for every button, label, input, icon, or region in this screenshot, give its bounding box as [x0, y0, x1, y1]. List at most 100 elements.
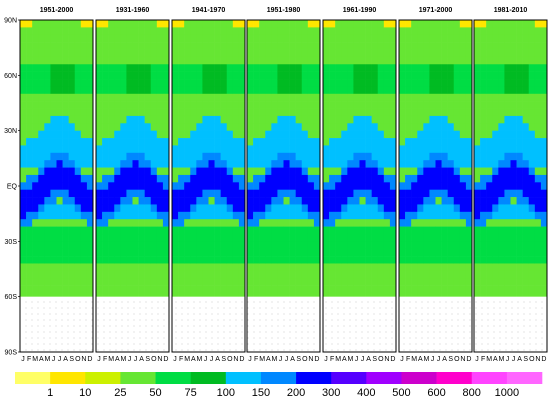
heatmap-cell [190, 93, 197, 102]
heatmap-cell [120, 197, 127, 205]
heatmap-cell [347, 278, 354, 286]
heatmap-cell [289, 204, 296, 213]
heatmap-cell [56, 138, 63, 146]
heatmap-cell [190, 27, 197, 36]
heatmap-cell [498, 204, 505, 213]
heatmap-cell [347, 34, 354, 43]
heatmap-cell [329, 130, 336, 139]
heatmap-cell [184, 93, 191, 102]
heatmap-cell [208, 278, 215, 286]
heatmap-cell [441, 123, 448, 131]
heatmap-cell [341, 123, 348, 131]
heatmap-cell [474, 20, 481, 28]
heatmap-cell [156, 108, 164, 117]
heatmap-cell [150, 27, 158, 36]
heatmap-cell [102, 278, 109, 286]
heatmap-cell [265, 219, 272, 227]
lat-tick-label: 30N [4, 128, 17, 135]
heatmap-cell [32, 130, 39, 139]
heatmap-cell [26, 34, 33, 43]
heatmap-cell [96, 241, 103, 250]
heatmap-cell [144, 152, 152, 161]
heatmap-cell [289, 56, 296, 65]
heatmap-cell [359, 204, 366, 213]
heatmap-cell [144, 49, 152, 58]
heatmap-cell [453, 278, 461, 286]
heatmap-cell [295, 101, 303, 109]
heatmap-cell [138, 138, 145, 146]
heatmap-cell [247, 152, 254, 161]
heatmap-cell [474, 115, 481, 124]
heatmap-cell [341, 233, 348, 242]
heatmap-cell [114, 42, 121, 50]
heatmap-cell [150, 20, 158, 28]
heatmap-cell [74, 123, 82, 131]
heatmap-cell [377, 115, 385, 124]
heatmap-cell [301, 130, 309, 139]
heatmap-cell [510, 270, 517, 279]
heatmap-cell [220, 123, 228, 131]
heatmap-cell [295, 256, 303, 264]
heatmap-cell [474, 204, 481, 213]
heatmap-cell [114, 233, 121, 242]
heatmap-cell [465, 56, 473, 65]
heatmap-cell [102, 160, 109, 168]
heatmap-cell [184, 108, 191, 117]
heatmap-cell [44, 130, 51, 139]
heatmap-cell [214, 79, 221, 87]
heatmap-cell [86, 256, 94, 264]
heatmap-cell [120, 285, 127, 294]
heatmap-cell [253, 27, 260, 36]
heatmap-cell [486, 93, 493, 102]
heatmap-cell [156, 189, 164, 198]
heatmap-cell [453, 219, 461, 227]
heatmap-cell [474, 42, 481, 50]
heatmap-cell [259, 270, 266, 279]
heatmap-cell [435, 174, 442, 183]
heatmap-cell [301, 263, 309, 272]
heatmap-cell [20, 219, 27, 227]
heatmap-cell [150, 174, 158, 183]
heatmap-cell [32, 270, 39, 279]
heatmap-cell [120, 20, 127, 28]
heatmap-cell [120, 145, 127, 154]
heatmap-cell [184, 248, 191, 257]
heatmap-cell [150, 226, 158, 235]
month-tick-label: N [233, 356, 238, 363]
heatmap-cell [528, 108, 536, 117]
heatmap-cell [510, 211, 517, 220]
heatmap-cell [510, 34, 517, 43]
heatmap-cell [190, 130, 197, 139]
heatmap-cell [102, 197, 109, 205]
heatmap-cell [162, 167, 170, 176]
heatmap-cell [323, 160, 330, 168]
heatmap-cell [126, 71, 133, 80]
heatmap-cell [74, 27, 82, 36]
heatmap-cell [295, 71, 303, 80]
heatmap-cell [492, 197, 499, 205]
heatmap-cell [423, 204, 430, 213]
heatmap-cell [56, 27, 63, 36]
heatmap-cell [62, 167, 69, 176]
heatmap-cell [486, 233, 493, 242]
heatmap-cell [341, 101, 348, 109]
heatmap-cell [313, 108, 321, 117]
heatmap-cell [283, 108, 290, 117]
heatmap-cell [102, 27, 109, 36]
heatmap-cell [26, 108, 33, 117]
heatmap-cell [44, 101, 51, 109]
heatmap-cell [202, 263, 209, 272]
heatmap-cell [226, 56, 234, 65]
heatmap-cell [365, 189, 372, 198]
heatmap-cell [20, 248, 27, 257]
heatmap-cell [96, 182, 103, 190]
heatmap-cell [377, 152, 385, 161]
heatmap-cell [220, 79, 228, 87]
heatmap-cell [62, 64, 69, 72]
heatmap-cell [50, 27, 57, 36]
heatmap-cell [510, 145, 517, 154]
heatmap-cell [253, 56, 260, 65]
heatmap-cell [56, 211, 63, 220]
heatmap-cell [253, 278, 260, 286]
heatmap-cell [534, 226, 542, 235]
